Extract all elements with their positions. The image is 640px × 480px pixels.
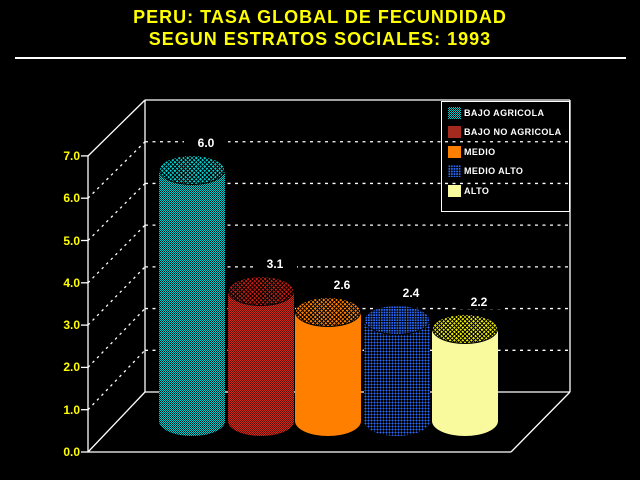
legend: BAJO AGRICOLA BAJO NO AGRICOLA MEDIO MEDIO … [441, 101, 570, 212]
cylinder-top-bajo-agricola [159, 154, 225, 185]
y-axis-label: 3.0 [63, 318, 80, 333]
legend-swatch-icon [448, 126, 461, 139]
cylinder-body-bajo-agricola [159, 169, 225, 436]
legend-label: ALTO [464, 185, 490, 196]
y-axis-label: 7.0 [63, 148, 80, 163]
legend-label: BAJO AGRICOLA [464, 108, 545, 118]
y-axis-label: 6.0 [63, 191, 80, 206]
sidewall-gridline-3 [87, 266, 146, 326]
sidewall-gridline-5 [87, 182, 146, 241]
legend-swatch-icon [448, 107, 461, 119]
sidewall-gridline-6 [87, 141, 146, 199]
left-wall-top-edge [87, 99, 146, 157]
cylinder-body-alto [432, 328, 498, 436]
legend-swatch-icon [448, 165, 461, 178]
cylinder-top-medio-alto [364, 305, 430, 336]
chart-title-line1: PERU: TASA GLOBAL DE FECUNDIDAD [133, 7, 507, 27]
floor-right-edge [510, 391, 571, 453]
bar-value-label: 2.2 [457, 294, 501, 309]
cylinder-body-medio-alto [364, 320, 430, 436]
y-axis-label: 2.0 [63, 360, 80, 375]
sidewall-gridline-1 [87, 349, 146, 411]
y-axis-label: 0.0 [63, 445, 80, 459]
bar-value-label: 3.1 [253, 257, 297, 272]
legend-item-bajo-agricola: BAJO AGRICOLA [448, 106, 544, 120]
legend-item-alto: ALTO [448, 184, 489, 198]
bar-value-label: 2.6 [320, 278, 364, 293]
floor-left-edge [87, 391, 146, 453]
cylinder-top-bajo-no-agricola [228, 276, 294, 307]
bar-value-label: 6.0 [184, 135, 228, 150]
cylinder-body-bajo-no-agricola [228, 291, 294, 436]
legend-label: MEDIO ALTO [464, 166, 524, 177]
legend-item-medio-alto: MEDIO ALTO [448, 164, 523, 178]
legend-label: MEDIO [464, 146, 496, 157]
y-axis-label: 4.0 [63, 275, 80, 290]
legend-label: BAJO NO AGRICOLA [464, 127, 562, 138]
y-axis-label: 5.0 [63, 233, 80, 248]
legend-swatch-icon [448, 184, 461, 197]
title-underline-rule [15, 57, 626, 59]
cylinder-body-medio [295, 312, 361, 436]
y-axis-label: 1.0 [63, 402, 80, 417]
bar-value-label: 2.4 [389, 286, 433, 301]
sidewall-gridline-4 [87, 224, 146, 284]
cylinder-top-medio [295, 297, 361, 328]
sidewall-gridline-2 [87, 308, 146, 368]
legend-item-bajo-no-agricola: BAJO NO AGRICOLA [448, 125, 562, 139]
legend-item-medio: MEDIO [448, 145, 496, 159]
legend-swatch-icon [448, 145, 461, 158]
cylinder-top-alto [432, 313, 498, 344]
chart-title-line2: SEGUN ESTRATOS SOCIALES: 1993 [148, 29, 492, 49]
